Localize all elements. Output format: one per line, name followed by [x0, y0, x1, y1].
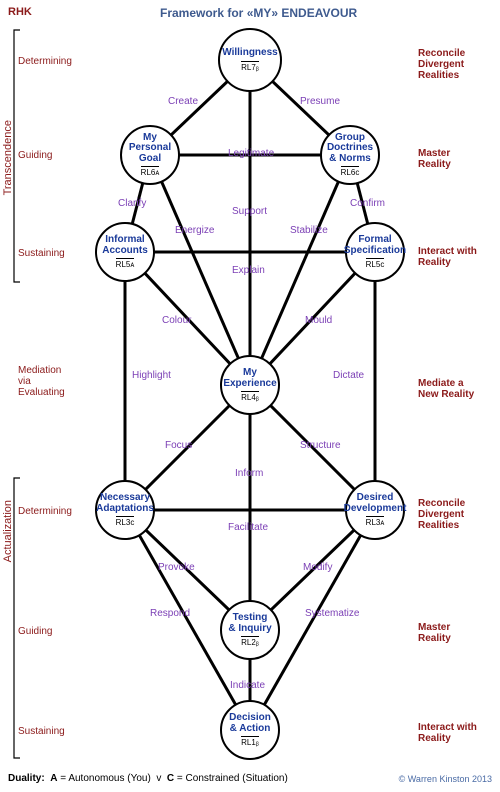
node-sub: RL6ᴀ	[141, 166, 160, 177]
row-label-right: ReconcileDivergentRealities	[418, 498, 465, 531]
row-label-left: Sustaining	[18, 248, 65, 259]
edge-label: Systematize	[305, 608, 359, 619]
node-sub: RL2ᵦ	[241, 636, 259, 647]
edge-label: Explain	[232, 265, 265, 276]
edge-label: Confirm	[350, 198, 385, 209]
node-title: MyExperience	[223, 368, 276, 389]
node-sub: RL5ᴀ	[116, 258, 135, 269]
row-label-left: Determining	[18, 506, 72, 517]
edge-label: Indicate	[230, 680, 265, 691]
edge-label: Modify	[303, 562, 332, 573]
node-groupDoctrines: GroupDoctrines& NormsRL6c	[320, 125, 380, 185]
edge-label: Energize	[175, 225, 214, 236]
node-sub: RL4ᵦ	[241, 391, 259, 402]
row-label-left: Guiding	[18, 626, 52, 637]
node-sub: RL6c	[341, 166, 360, 177]
row-label-left: Determining	[18, 56, 72, 67]
node-sub: RL5c	[366, 258, 385, 269]
row-label-right: Mediate aNew Reality	[418, 378, 474, 400]
row-label-left: MediationviaEvaluating	[18, 365, 65, 398]
node-myExperience: MyExperience RL4ᵦ	[220, 355, 280, 415]
node-sub: RL3ᴀ	[366, 516, 385, 527]
edge-label: Respond	[150, 608, 190, 619]
node-title: NecessaryAdaptations	[96, 493, 154, 514]
row-label-right: Interact withReality	[418, 722, 477, 744]
node-title: FormalSpecification	[344, 235, 406, 256]
node-title: Testing& Inquiry	[228, 613, 271, 634]
edge-label: Inform	[235, 468, 263, 479]
row-label-right: MasterReality	[418, 622, 451, 644]
edge-label: Colour	[162, 315, 191, 326]
node-title: Decision& Action	[229, 713, 271, 734]
row-label-right: ReconcileDivergentRealities	[418, 48, 465, 81]
node-title: GroupDoctrines& Norms	[327, 133, 373, 165]
edge-label: Facilitate	[228, 522, 268, 533]
node-title: MyPersonalGoal	[129, 133, 171, 165]
edge-label: Create	[168, 96, 198, 107]
edge-label: Support	[232, 206, 267, 217]
node-formalSpec: FormalSpecification RL5c	[345, 222, 405, 282]
node-title: InformalAccounts	[102, 235, 148, 256]
node-willingness: Willingness RL7ᵦ	[218, 28, 282, 92]
node-necessaryAdapt: NecessaryAdaptations RL3c	[95, 480, 155, 540]
node-sub: RL1ᵦ	[241, 736, 259, 747]
node-testingInq: Testing& Inquiry RL2ᵦ	[220, 600, 280, 660]
node-sub: RL7ᵦ	[241, 61, 259, 72]
row-label-right: MasterReality	[418, 148, 451, 170]
edge-label: Focus	[165, 440, 192, 451]
node-desiredDev: DesiredDevelopment RL3ᴀ	[345, 480, 405, 540]
row-label-left: Sustaining	[18, 726, 65, 737]
edge-label: Clarify	[118, 198, 146, 209]
edge-label: Mould	[305, 315, 332, 326]
node-title: DesiredDevelopment	[344, 493, 407, 514]
node-personalGoal: MyPersonalGoalRL6ᴀ	[120, 125, 180, 185]
edge-label: Provoke	[158, 562, 195, 573]
node-sub: RL3c	[116, 516, 135, 527]
edge-label: Stabilize	[290, 225, 328, 236]
edge-label: Presume	[300, 96, 340, 107]
edge-label: Highlight	[132, 370, 171, 381]
node-title: Willingness	[222, 48, 277, 59]
node-informalAcc: InformalAccounts RL5ᴀ	[95, 222, 155, 282]
edge-label: Dictate	[333, 370, 364, 381]
row-label-left: Guiding	[18, 150, 52, 161]
node-decisionAct: Decision& Action RL1ᵦ	[220, 700, 280, 760]
edge-label: Legitimate	[228, 148, 274, 159]
row-label-right: Interact withReality	[418, 246, 477, 268]
edge-label: Structure	[300, 440, 341, 451]
